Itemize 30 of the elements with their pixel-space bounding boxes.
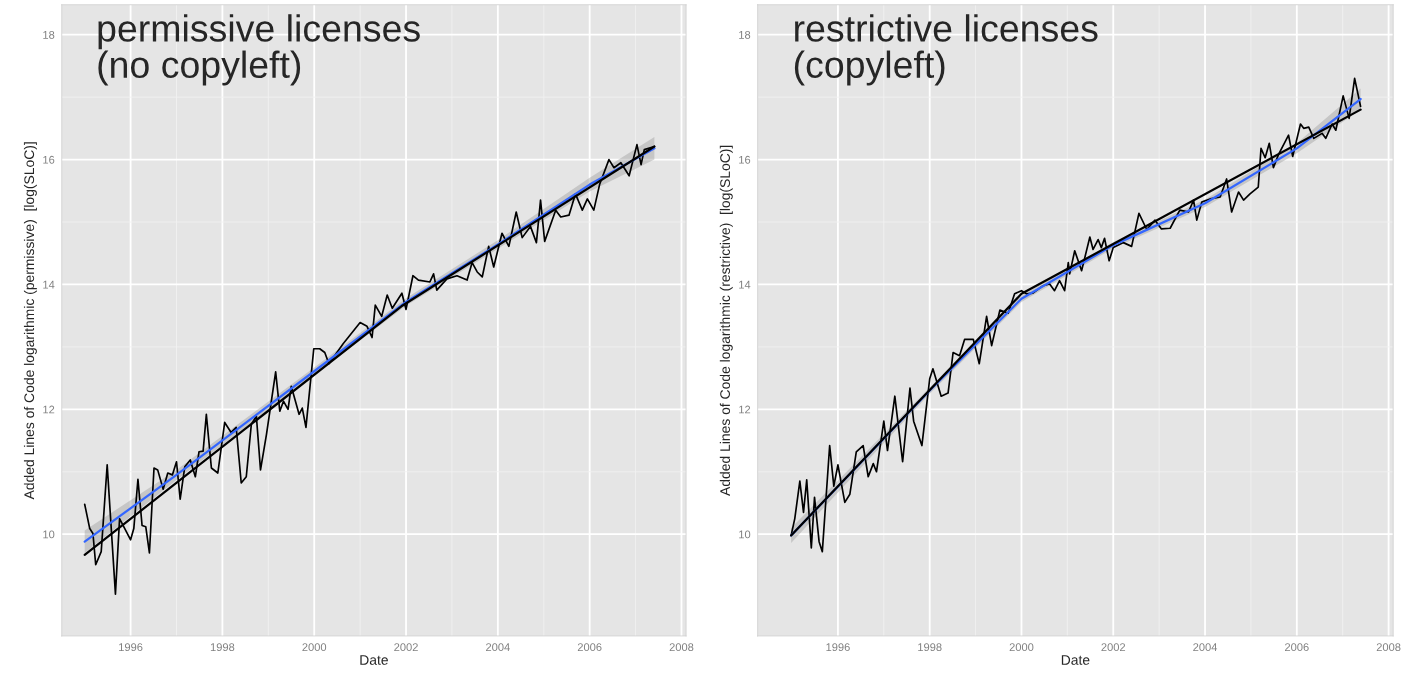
x-tick-label: 1998 — [918, 643, 942, 652]
y-tick-label: 12 — [43, 405, 55, 414]
annotation: permissive licenses (no copyleft) — [98, 14, 420, 86]
y-tick-label: 10 — [43, 530, 55, 539]
y-tick-label: 16 — [739, 155, 751, 164]
x-tick-label: 2000 — [1009, 643, 1034, 652]
annotation: restrictive licenses (copyleft) — [794, 14, 1098, 86]
y-tick-label: 14 — [739, 280, 751, 289]
x-axis-title: Date — [360, 655, 388, 665]
x-tick-label: 2002 — [394, 643, 418, 652]
x-tick-label: 2008 — [669, 643, 694, 652]
x-tick-label: 1996 — [826, 643, 850, 652]
x-tick-label: 2004 — [486, 643, 510, 652]
x-tick-label: 2004 — [1193, 643, 1218, 652]
x-tick-label: 2002 — [1101, 643, 1126, 652]
y-tick-label: 18 — [739, 30, 751, 39]
x-tick-label: 2006 — [1285, 643, 1309, 652]
x-tick-label: 2008 — [1376, 643, 1401, 652]
y-tick-label: 16 — [43, 155, 55, 164]
y-axis-title: Added Lines of Code logarithmic (restrictive) [log(SLoC)] — [719, 145, 733, 496]
x-axis-title: Date — [1061, 655, 1090, 665]
y-tick-label: 10 — [739, 530, 751, 539]
y-tick-label: 14 — [43, 280, 55, 289]
y-tick-label: 12 — [739, 405, 751, 414]
x-tick-label: 1998 — [210, 643, 235, 652]
x-tick-label: 2000 — [302, 643, 327, 652]
x-tick-label: 2006 — [577, 643, 602, 652]
y-axis-title: Added Lines of Code logarithmic (permissive) [log(SLoC)] — [23, 142, 37, 500]
x-tick-label: 1996 — [119, 643, 143, 652]
y-tick-label: 18 — [43, 30, 55, 39]
